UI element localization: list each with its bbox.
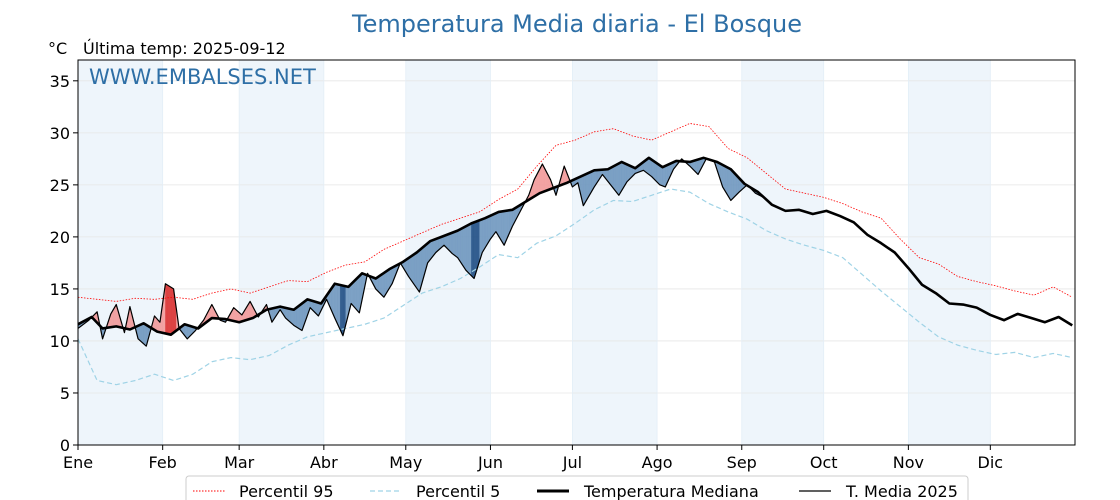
month-band-Ene: [78, 60, 163, 445]
fill-below-day: [618, 161, 622, 196]
fill-below-day: [615, 163, 619, 196]
last-temp-label: Última temp: 2025-09-12: [83, 39, 286, 58]
x-tick-label-Dic: Dic: [978, 453, 1004, 472]
fill-below-day: [296, 305, 300, 330]
fill-below-day: [457, 228, 461, 263]
fill-below-day: [416, 249, 420, 293]
legend-p5-label: Percentil 5: [416, 482, 500, 500]
fill-above-day: [167, 285, 172, 335]
line-percentil-5: [77, 188, 1073, 386]
fill-below-day: [299, 303, 303, 331]
line-t-media-2025: [77, 158, 764, 347]
fill-below-day: [140, 323, 144, 345]
y-tick-label-10: 10: [50, 332, 70, 351]
fill-below-day: [381, 272, 385, 298]
fill-below-day: [730, 168, 734, 201]
fill-below-day: [143, 322, 147, 347]
x-tick-label-Sep: Sep: [727, 453, 757, 472]
series-lines: [77, 123, 1073, 386]
x-tick-label-Feb: Feb: [149, 453, 177, 472]
month-band-Jul: [572, 60, 658, 445]
y-tick-label-30: 30: [50, 124, 70, 143]
fill-below-day: [411, 254, 415, 285]
fill-below-day: [454, 230, 458, 259]
x-tick-label-Nov: Nov: [893, 453, 924, 472]
y-unit-label: °C: [48, 39, 67, 58]
x-tick-label-Jun: Jun: [477, 453, 503, 472]
fill-below-day: [460, 227, 464, 267]
x-tick-label-Mar: Mar: [224, 453, 255, 472]
plot-frame: [77, 59, 1076, 446]
fill-above-day: [165, 283, 169, 335]
line-percentil-95: [77, 123, 1073, 302]
line-temperatura-mediana: [77, 156, 1073, 337]
watermark: WWW.EMBALSES.NET: [89, 65, 316, 89]
y-axis: 0 5 10 15 20 25 30 35: [50, 72, 78, 455]
fill-above-day: [170, 286, 174, 336]
y-tick-label-5: 5: [60, 384, 70, 403]
legend-p95-label: Percentil 95: [239, 482, 334, 500]
y-tick-label-15: 15: [50, 280, 70, 299]
legend: Percentil 95 Percentil 5 Temperatura Med…: [185, 475, 969, 500]
fill-below-day: [337, 284, 341, 330]
fill-below-day: [656, 163, 660, 186]
x-tick-label-Jul: Jul: [562, 453, 582, 472]
fill-below-day: [662, 165, 666, 188]
y-tick-label-35: 35: [50, 72, 70, 91]
fill-below-day: [482, 217, 486, 254]
fill-below-day: [353, 278, 357, 311]
x-axis: Ene Feb Mar Abr May Jun Jul Ago Sep Oct Nov Dic: [63, 445, 1003, 472]
fill-below-day: [613, 164, 617, 193]
fill-below-day: [452, 231, 456, 256]
month-band-Mar: [239, 60, 324, 445]
y-tick-label-25: 25: [50, 176, 70, 195]
month-band-Sep: [741, 60, 824, 445]
x-tick-label-Ago: Ago: [642, 453, 673, 472]
legend-box: [185, 475, 969, 500]
x-tick-label-Ene: Ene: [63, 453, 93, 472]
month-bands: [78, 60, 991, 445]
fill-below-day: [413, 252, 417, 289]
fill-below-day: [462, 226, 467, 271]
legend-median-label: Temperatura Mediana: [583, 482, 759, 500]
fill-below-day: [501, 210, 505, 246]
x-tick-label-Oct: Oct: [810, 453, 838, 472]
fill-below-day: [356, 275, 360, 314]
fill-below-day: [468, 223, 472, 277]
x-tick-label-May: May: [389, 453, 422, 472]
fill-below-day: [340, 284, 344, 336]
month-band-Nov: [908, 60, 991, 445]
fill-below-day: [465, 224, 469, 274]
y-tick-label-0: 0: [60, 436, 70, 455]
x-tick-label-Abr: Abr: [310, 453, 338, 472]
legend-current-label: T. Media 2025: [845, 482, 958, 500]
y-tick-label-20: 20: [50, 228, 70, 247]
chart-title: Temperatura Media diaria - El Bosque: [351, 10, 802, 38]
